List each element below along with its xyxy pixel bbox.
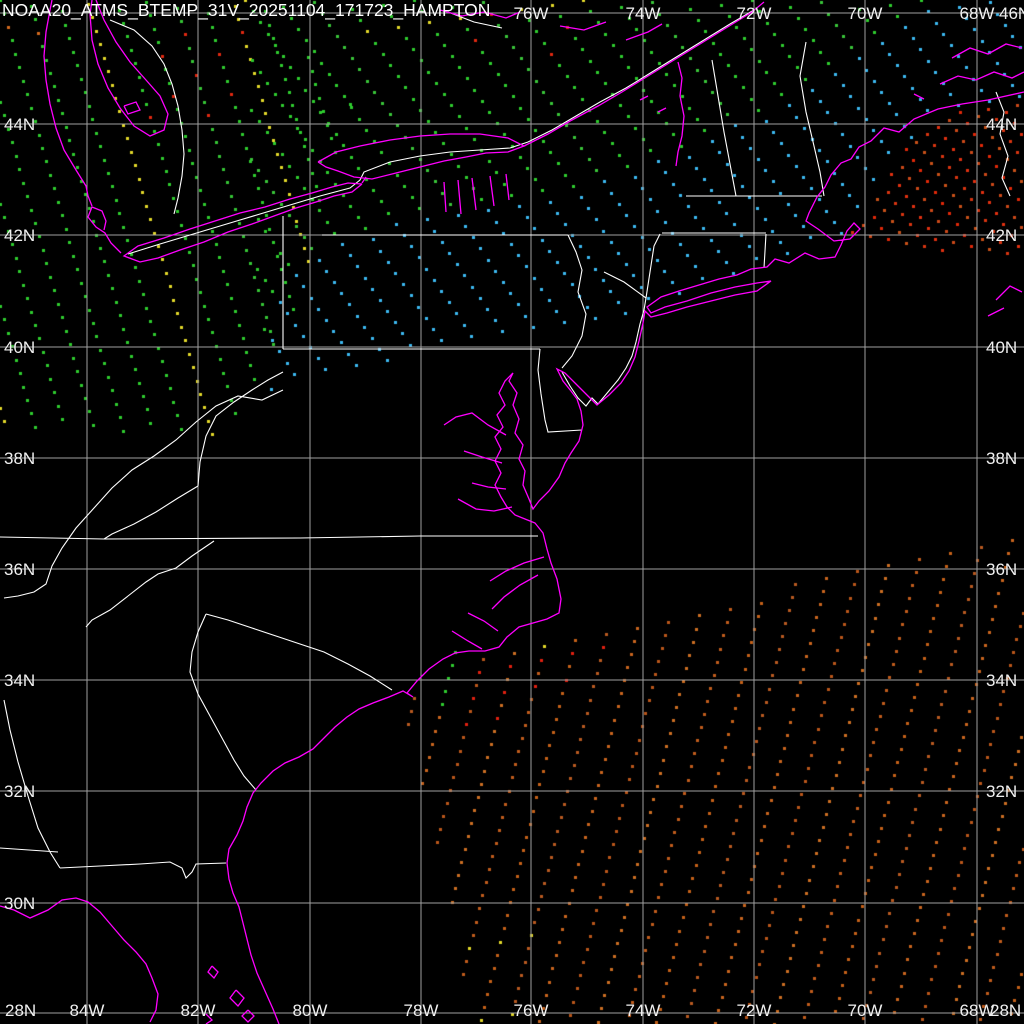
- coastline-path: [443, 173, 510, 215]
- grid-labels: 76W74W72W70W68W46N28N84W82W80W78W76W74W7…: [4, 4, 1024, 1020]
- state-border-path: [0, 699, 227, 879]
- grid-label: 32N: [986, 782, 1017, 801]
- grid-label: 70W: [848, 1001, 883, 1020]
- grid-label: 82W: [181, 1001, 216, 1020]
- grid-label: 34N: [4, 671, 35, 690]
- coastline-path: [89, 0, 169, 137]
- grid-label: 76W: [514, 1001, 549, 1020]
- coastline-path: [226, 91, 1024, 1024]
- state-border-path: [995, 91, 1011, 197]
- state-border-path: [447, 11, 503, 29]
- grid-label: 34N: [986, 671, 1017, 690]
- grid-label: 76W: [514, 4, 549, 23]
- grid-label: 42N: [4, 226, 35, 245]
- state-border-path: [0, 535, 538, 540]
- grid-label: 84W: [70, 1001, 105, 1020]
- grid-label: 28N: [5, 1001, 36, 1020]
- coastline-path: [122, 176, 367, 263]
- grid-label: 44N: [986, 115, 1017, 134]
- grid-label: 36N: [986, 560, 1017, 579]
- grid-label: 28N: [990, 1001, 1021, 1020]
- state-border-path: [205, 613, 393, 691]
- grid-label: 72W: [737, 4, 772, 23]
- state-border-path: [282, 216, 583, 433]
- state-border-path: [127, 9, 755, 255]
- grid-label: 70W: [848, 4, 883, 23]
- state-border-path: [109, 19, 185, 215]
- grid-label: 40N: [4, 338, 35, 357]
- state-border-path: [603, 41, 825, 299]
- coastline-path: [123, 95, 667, 115]
- coastline-path: [317, 133, 526, 180]
- grid-label: 30N: [4, 894, 35, 913]
- state-border-path: [322, 234, 587, 369]
- map-title: NOAA20_ATMS_BTEMP_31V_20251104_171723_HA…: [2, 0, 490, 21]
- state-border-path: [3, 371, 284, 599]
- grid-label: 44N: [4, 115, 35, 134]
- coastline-path: [675, 61, 685, 167]
- coastline-path: [913, 43, 1024, 317]
- state-border-path: [561, 297, 647, 407]
- grid-label: 36N: [4, 560, 35, 579]
- grid-label: 68W: [960, 4, 995, 23]
- state-borders: [0, 9, 1011, 879]
- grid-label: 78W: [404, 1001, 439, 1020]
- grid-label: 74W: [626, 4, 661, 23]
- coastline-path: [43, 0, 122, 254]
- grid-label: 42N: [986, 226, 1017, 245]
- coastline-path: [439, 1, 765, 147]
- grid-label: 32N: [4, 782, 35, 801]
- state-border-path: [85, 540, 215, 628]
- grid-label: 74W: [626, 1001, 661, 1020]
- grid-label: 72W: [737, 1001, 772, 1020]
- coastline-path: [0, 897, 159, 1023]
- coastline-path: [205, 965, 255, 1024]
- grid-label: 38N: [986, 449, 1017, 468]
- grid-label: 68W: [960, 1001, 995, 1020]
- grid-label: 40N: [986, 338, 1017, 357]
- coastline-path: [443, 412, 513, 512]
- grid-label: 38N: [4, 449, 35, 468]
- state-border-path: [189, 613, 257, 791]
- grid-label: 80W: [293, 1001, 328, 1020]
- grid-label: 46N: [999, 4, 1024, 23]
- coastline-path: [451, 556, 545, 650]
